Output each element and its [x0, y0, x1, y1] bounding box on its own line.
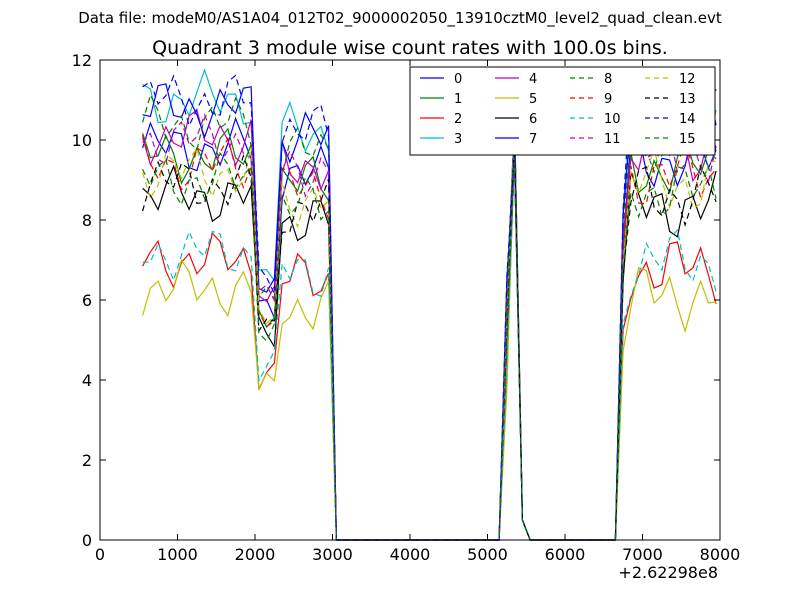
y-tick-label: 2	[82, 451, 92, 470]
x-tick-label: 8000	[700, 545, 741, 564]
series-line	[142, 74, 717, 541]
legend-label: 9	[604, 92, 612, 107]
series-line	[142, 133, 717, 541]
legend-label: 15	[679, 132, 696, 147]
x-tick-label: 1000	[157, 545, 198, 564]
legend-label: 0	[454, 72, 462, 87]
legend-label: 4	[529, 72, 537, 87]
legend-label: 12	[679, 72, 696, 87]
x-axis-ticks: 0 1000 2000 3000 4000 5000 6000 7000 8000	[95, 60, 740, 564]
legend-label: 14	[679, 112, 696, 127]
x-tick-label: 6000	[545, 545, 586, 564]
legend-label: 10	[604, 112, 621, 127]
y-tick-label: 0	[82, 531, 92, 550]
y-tick-label: 4	[82, 371, 92, 390]
x-tick-label: 7000	[622, 545, 663, 564]
legend-label: 6	[529, 112, 537, 127]
x-tick-label: 5000	[467, 545, 508, 564]
legend-label: 8	[604, 72, 612, 87]
y-tick-label: 12	[72, 51, 92, 70]
x-tick-label: 3000	[312, 545, 353, 564]
y-tick-label: 8	[82, 211, 92, 230]
series-line	[142, 147, 717, 541]
legend-label: 13	[679, 92, 696, 107]
legend-label: 2	[454, 112, 462, 127]
x-offset-label: +2.62298e8	[618, 563, 718, 582]
x-tick-label: 0	[95, 545, 105, 564]
series-line	[142, 147, 717, 541]
legend-box	[409, 66, 716, 156]
x-tick-label: 4000	[390, 545, 431, 564]
legend-label: 11	[604, 132, 621, 147]
legend-label: 7	[529, 132, 537, 147]
legend-label: 5	[529, 92, 537, 107]
y-tick-label: 6	[82, 291, 92, 310]
legend-label: 1	[454, 92, 462, 107]
x-tick-label: 2000	[235, 545, 276, 564]
y-tick-label: 10	[72, 131, 92, 150]
chart-title: Quadrant 3 module wise count rates with …	[152, 37, 668, 59]
legend-label: 3	[454, 132, 462, 147]
series-line	[142, 133, 717, 541]
data-file-header: Data file: modeM0/AS1A04_012T02_90000020…	[78, 9, 722, 28]
series-line	[142, 147, 717, 541]
